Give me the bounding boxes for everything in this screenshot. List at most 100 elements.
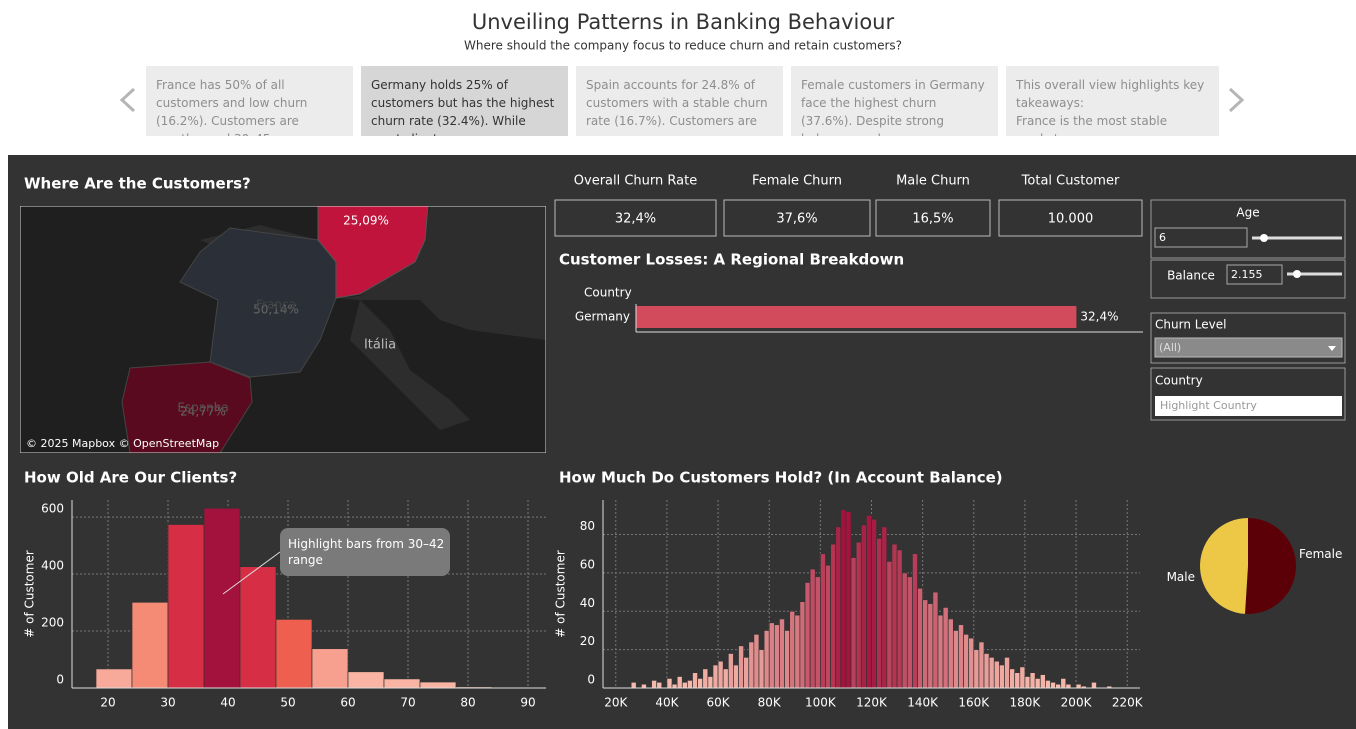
histogram-bar[interactable]	[1065, 683, 1072, 689]
histogram-bar[interactable]	[671, 683, 678, 689]
histogram-bar[interactable]	[963, 633, 970, 689]
histogram-bar[interactable]	[876, 538, 883, 689]
histogram-bar[interactable]	[738, 645, 744, 689]
histogram-bar[interactable]	[1050, 681, 1056, 689]
histogram-bar[interactable]	[814, 576, 821, 689]
histogram-bar[interactable]	[1019, 666, 1026, 689]
story-card[interactable]: Female customers in Germany face the hig…	[791, 66, 998, 136]
histogram-bar[interactable]	[855, 541, 862, 689]
histogram-bar[interactable]	[727, 653, 734, 689]
histogram-bar[interactable]	[1004, 656, 1010, 689]
histogram-bar[interactable]	[743, 656, 750, 689]
histogram-bar[interactable]	[891, 543, 898, 689]
histogram-bar[interactable]	[1055, 683, 1062, 689]
histogram-bar[interactable]	[845, 511, 852, 689]
churn-dropdown[interactable]	[1154, 337, 1343, 358]
histogram-bar[interactable]	[886, 561, 893, 689]
balance-input[interactable]	[1226, 264, 1283, 285]
histogram-bar[interactable]	[773, 624, 780, 689]
prev-arrow[interactable]	[119, 87, 136, 113]
histogram-bar[interactable]	[917, 587, 923, 689]
histogram-bar[interactable]	[1029, 672, 1036, 689]
slider-handle[interactable]	[1293, 270, 1301, 278]
histogram-bar[interactable]	[95, 668, 133, 689]
histogram-bar[interactable]	[717, 660, 724, 689]
histogram-bar[interactable]	[983, 653, 990, 689]
histogram-bar[interactable]	[167, 524, 205, 689]
country-search[interactable]	[1155, 396, 1342, 416]
histogram-bar[interactable]	[993, 660, 1000, 689]
histogram-bar[interactable]	[753, 633, 760, 689]
histogram-bar[interactable]	[866, 514, 872, 689]
histogram-bar[interactable]	[676, 676, 683, 689]
histogram-bar[interactable]	[131, 601, 169, 689]
histogram-bar[interactable]	[794, 614, 801, 689]
histogram-bar[interactable]	[932, 591, 939, 689]
histogram-bar[interactable]	[763, 630, 770, 689]
histogram-bar[interactable]	[973, 649, 980, 689]
histogram-bar[interactable]	[850, 557, 857, 689]
histogram-bar[interactable]	[947, 618, 954, 689]
histogram-bar[interactable]	[825, 564, 831, 689]
histogram-bar[interactable]	[835, 526, 842, 689]
histogram-bar[interactable]	[722, 668, 729, 689]
map-germany[interactable]	[317, 206, 429, 299]
histogram-bar[interactable]	[641, 683, 647, 689]
histogram-bar[interactable]	[1091, 681, 1097, 689]
histogram-bar[interactable]	[758, 649, 765, 689]
histogram-bar[interactable]	[687, 679, 693, 689]
histogram-bar[interactable]	[733, 664, 739, 689]
histogram-bar[interactable]	[799, 601, 806, 689]
histogram-bar[interactable]	[804, 582, 811, 689]
histogram-bar[interactable]	[784, 630, 791, 689]
histogram-bar[interactable]	[383, 678, 421, 689]
histogram-bar[interactable]	[922, 599, 929, 689]
histogram-bar[interactable]	[239, 566, 277, 689]
histogram-bar[interactable]	[789, 610, 796, 689]
histogram-bar[interactable]	[1024, 676, 1031, 689]
histogram-bar[interactable]	[651, 679, 658, 689]
story-card[interactable]: Spain accounts for 24.8% of customers wi…	[576, 66, 783, 136]
histogram-bar[interactable]	[203, 507, 241, 689]
map-spain[interactable]	[121, 361, 253, 453]
histogram-bar[interactable]	[707, 676, 714, 689]
histogram-bar[interactable]	[1009, 668, 1016, 689]
pie-slice[interactable]	[1244, 518, 1296, 614]
bar[interactable]	[636, 306, 1077, 328]
histogram-bar[interactable]	[347, 671, 385, 689]
histogram-bar[interactable]	[927, 603, 934, 689]
histogram-bar[interactable]	[978, 641, 985, 689]
histogram-bar[interactable]	[666, 678, 673, 689]
histogram-bar[interactable]	[840, 509, 847, 689]
histogram-bar[interactable]	[419, 681, 457, 689]
histogram-bar[interactable]	[860, 524, 867, 689]
histogram-bar[interactable]	[748, 641, 755, 689]
histogram-bar[interactable]	[1014, 672, 1021, 689]
age-input[interactable]	[1154, 227, 1248, 248]
histogram-bar[interactable]	[1045, 679, 1051, 689]
histogram-bar[interactable]	[912, 553, 918, 689]
histogram-bar[interactable]	[809, 568, 816, 689]
histogram-bar[interactable]	[1039, 674, 1046, 689]
pie-slice[interactable]	[1200, 518, 1248, 614]
histogram-bar[interactable]	[968, 637, 975, 689]
histogram-bar[interactable]	[1075, 683, 1082, 689]
histogram-bar[interactable]	[881, 526, 888, 689]
histogram-bar[interactable]	[697, 678, 704, 689]
story-card[interactable]: Germany holds 25% of customers but has t…	[361, 66, 568, 136]
next-arrow[interactable]	[1228, 87, 1245, 113]
histogram-bar[interactable]	[656, 681, 663, 689]
histogram-bar[interactable]	[768, 622, 775, 689]
histogram-bar[interactable]	[311, 648, 349, 689]
histogram-bar[interactable]	[702, 668, 709, 689]
story-card[interactable]: This overall view highlights key takeawa…	[1006, 66, 1219, 136]
histogram-bar[interactable]	[1034, 678, 1041, 689]
story-card[interactable]: France has 50% of all customers and low …	[146, 66, 353, 136]
histogram-bar[interactable]	[958, 624, 964, 689]
histogram-bar[interactable]	[830, 543, 837, 689]
histogram-bar[interactable]	[871, 518, 877, 689]
histogram-bar[interactable]	[906, 576, 913, 689]
histogram-bar[interactable]	[988, 656, 995, 689]
histogram-bar[interactable]	[999, 664, 1005, 689]
histogram-bar[interactable]	[275, 619, 313, 689]
